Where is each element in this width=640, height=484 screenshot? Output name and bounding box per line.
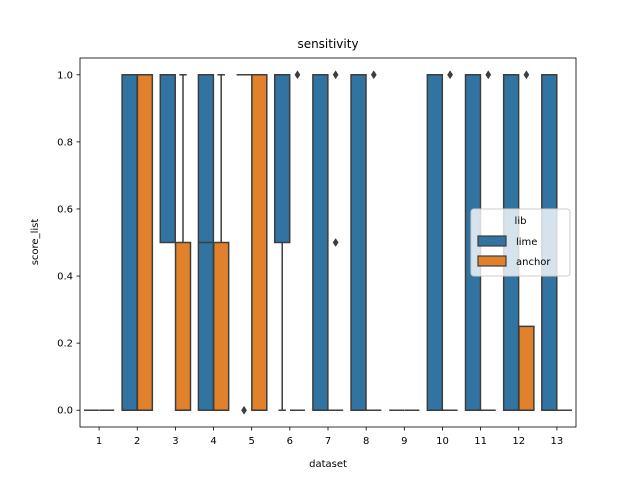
- box-body: [121, 74, 138, 411]
- outlier-point: [447, 70, 453, 80]
- outlier-point: [294, 70, 301, 80]
- box-body: [518, 325, 535, 411]
- x-tick-label: 4: [210, 436, 216, 447]
- series-lime: [83, 74, 558, 415]
- box-anchor-3: [174, 74, 192, 411]
- box-anchor-12: [518, 70, 535, 411]
- x-tick-label: 1: [96, 436, 102, 447]
- outlier-point: [523, 70, 530, 80]
- axes: 0.00.20.40.60.81.01 2 3 4 5 6 7 8 9 10 11 12 13: [57, 57, 577, 447]
- x-axis-label: dataset: [309, 459, 347, 470]
- legend-label-anchor: anchor: [516, 257, 551, 268]
- outlier-point: [370, 70, 377, 80]
- outlier-point: [241, 405, 247, 415]
- x-tick-label: 11: [474, 436, 487, 447]
- y-tick-label: 1.0: [57, 70, 73, 81]
- x-tick-label: 6: [287, 436, 293, 447]
- box-body: [174, 241, 192, 411]
- chart-title: sensitivity: [297, 37, 358, 51]
- legend-title: lib: [515, 216, 527, 227]
- x-tick-label: 10: [436, 436, 449, 447]
- box-lime-2: [121, 74, 138, 411]
- plot-marks: [83, 70, 573, 415]
- y-tick-label: 0.4: [57, 272, 73, 283]
- x-tick-label: 2: [134, 436, 140, 447]
- box-lime-3: [159, 74, 176, 244]
- x-tick-label: 8: [363, 436, 369, 447]
- box-anchor-5: [251, 74, 268, 411]
- box-body: [159, 74, 176, 244]
- outlier-point: [332, 70, 339, 80]
- legend-label-lime: lime: [516, 237, 537, 248]
- box-body: [251, 74, 268, 411]
- x-tick-label: 3: [172, 436, 178, 447]
- box-lime-4: [197, 74, 215, 411]
- y-tick-label: 0.6: [57, 204, 73, 215]
- legend: lib lime anchor: [470, 208, 571, 277]
- x-tick-label: 12: [512, 436, 525, 447]
- box-body: [273, 74, 291, 244]
- y-tick-label: 0.2: [57, 339, 73, 350]
- legend-swatch-anchor: [477, 255, 507, 267]
- box-anchor-7: [328, 70, 344, 411]
- x-tick-label: 5: [249, 436, 255, 447]
- y-tick-label: 0.8: [57, 137, 73, 148]
- box-anchor-10: [442, 70, 458, 411]
- y-tick-label: 0.0: [57, 406, 73, 417]
- series-anchor: [99, 70, 573, 411]
- outlier-point: [332, 238, 339, 247]
- box-body: [212, 241, 230, 411]
- box-lime-5: [236, 74, 252, 415]
- y-axis-label: score_list: [30, 219, 41, 266]
- box-anchor-4: [212, 74, 230, 411]
- box-body: [136, 74, 154, 411]
- box-lime-10: [426, 74, 444, 411]
- box-lime-6: [273, 74, 291, 411]
- box-anchor-11: [480, 70, 496, 411]
- x-tick-label: 7: [325, 436, 331, 447]
- box-body: [312, 74, 329, 411]
- x-tick-label: 13: [551, 436, 564, 447]
- box-lime-7: [312, 74, 329, 411]
- box-lime-8: [350, 74, 367, 411]
- box-anchor-6: [289, 70, 305, 411]
- box-anchor-8: [366, 70, 382, 411]
- box-body: [350, 74, 367, 411]
- legend-swatch-lime: [477, 235, 507, 247]
- x-tick-label: 9: [401, 436, 407, 447]
- box-body: [426, 74, 444, 411]
- box-anchor-2: [136, 74, 154, 411]
- outlier-point: [485, 70, 492, 80]
